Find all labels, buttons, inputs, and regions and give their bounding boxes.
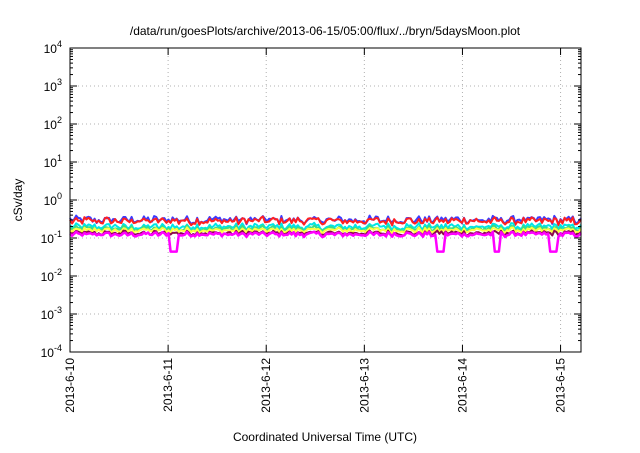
y-tick-label: 10-4: [41, 343, 62, 360]
series-line: [69, 221, 582, 232]
series-line: [69, 215, 582, 227]
chart-title: /data/run/goesPlots/archive/2013-06-15/0…: [130, 24, 521, 38]
x-tick-label: 2013-6-15: [554, 358, 568, 413]
y-tick-label: 101: [44, 153, 62, 170]
x-tick-label: 2013-6-14: [455, 358, 469, 413]
y-tick-label: 10-1: [41, 229, 62, 246]
series-line: [69, 230, 582, 253]
y-tick-label: 10-2: [41, 267, 62, 284]
series-layer: [69, 214, 582, 253]
y-tick-label: 104: [44, 39, 62, 56]
x-tick-label: 2013-6-13: [357, 358, 371, 413]
y-tick-label: 10-3: [41, 305, 62, 322]
series-line: [69, 224, 582, 233]
x-tick-label: 2013-6-10: [63, 358, 77, 413]
y-tick-label: 103: [44, 77, 62, 94]
x-tick-label: 2013-6-12: [259, 358, 273, 413]
x-tick-label: 2013-6-11: [161, 358, 175, 412]
x-axis-label: Coordinated Universal Time (UTC): [233, 430, 417, 444]
grid-lines: [70, 48, 581, 352]
y-tick-label: 100: [44, 191, 62, 208]
series-line: [69, 226, 582, 235]
x-axis: 2013-6-10 2013-6-11 2013-6-12 2013-6-13 2013…: [63, 48, 568, 413]
y-axis-label: cSv/day: [11, 179, 25, 222]
y-tick-label: 102: [44, 115, 62, 132]
